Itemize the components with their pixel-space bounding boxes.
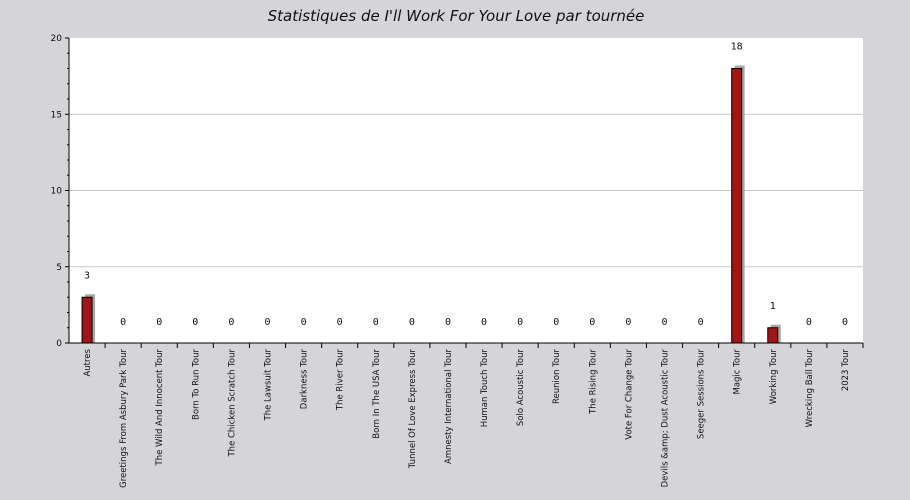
x-category-label: The Chicken Scratch Tour bbox=[227, 349, 237, 458]
grid-lines bbox=[69, 113, 863, 268]
data-label: 0 bbox=[120, 317, 126, 328]
x-category-label: The Rising Tour bbox=[588, 349, 598, 415]
x-category-label: Magic Tour bbox=[733, 349, 743, 395]
x-category-label: Human Touch Tour bbox=[480, 349, 490, 428]
data-label: 0 bbox=[661, 317, 667, 328]
data-label: 1 bbox=[770, 301, 776, 312]
y-tick-label: 10 bbox=[51, 187, 63, 197]
data-label: 0 bbox=[625, 317, 631, 328]
bar bbox=[767, 327, 779, 344]
x-category-label: Working Tour bbox=[769, 348, 779, 404]
data-label: 0 bbox=[409, 317, 415, 328]
x-category-label: Wrecking Ball Tour bbox=[805, 349, 815, 428]
data-label: 0 bbox=[301, 317, 307, 328]
x-category-label: Greetings From Asbury Park Tour bbox=[119, 349, 129, 488]
data-label: 0 bbox=[192, 317, 198, 328]
x-category-label: Born In The USA Tour bbox=[372, 349, 382, 439]
data-label: 0 bbox=[337, 317, 343, 328]
data-label: 0 bbox=[228, 317, 234, 328]
y-tick-label: 20 bbox=[51, 34, 63, 44]
bar bbox=[731, 68, 743, 344]
x-category-label: Tunnel Of Love Express Tour bbox=[408, 349, 418, 470]
data-label: 0 bbox=[481, 317, 487, 328]
x-category-label: Solo Acoustic Tour bbox=[516, 349, 526, 427]
x-category-label: Reunion Tour bbox=[552, 349, 562, 405]
x-category-label: Darkness Tour bbox=[300, 349, 310, 410]
chart-title: Statistiques de I'll Work For Your Love … bbox=[268, 7, 645, 25]
data-label: 18 bbox=[731, 42, 743, 53]
x-category-label: Born To Run Tour bbox=[191, 349, 201, 420]
x-category-label: The Wild And Innocent Tour bbox=[155, 349, 165, 467]
data-label: 0 bbox=[517, 317, 523, 328]
x-category-label: Autres bbox=[83, 348, 93, 376]
x-category-label: The River Tour bbox=[336, 349, 346, 412]
data-label: 3 bbox=[84, 270, 90, 281]
x-category-label: 2023 Tour bbox=[841, 349, 851, 392]
data-label: 0 bbox=[842, 317, 848, 328]
y-tick-label: 15 bbox=[51, 110, 62, 120]
y-tick-label: 0 bbox=[56, 339, 62, 349]
bar bbox=[81, 296, 93, 344]
x-category-label: Seeger Sessions Tour bbox=[697, 349, 707, 440]
y-tick-label: 5 bbox=[56, 263, 62, 273]
x-category-label: Devils &amp; Dust Acoustic Tour bbox=[661, 348, 671, 487]
data-label: 0 bbox=[806, 317, 812, 328]
data-label: 0 bbox=[589, 317, 595, 328]
data-label: 0 bbox=[698, 317, 704, 328]
x-category-label: The Lawsuit Tour bbox=[264, 348, 274, 421]
data-label: 0 bbox=[156, 317, 162, 328]
x-category-label: Vote For Change Tour bbox=[624, 349, 634, 440]
x-category-label: Amnesty International Tour bbox=[444, 349, 454, 464]
data-label: 0 bbox=[264, 317, 270, 328]
data-label: 0 bbox=[553, 317, 559, 328]
axes bbox=[65, 37, 864, 348]
data-label: 0 bbox=[445, 317, 451, 328]
data-label: 0 bbox=[373, 317, 379, 328]
